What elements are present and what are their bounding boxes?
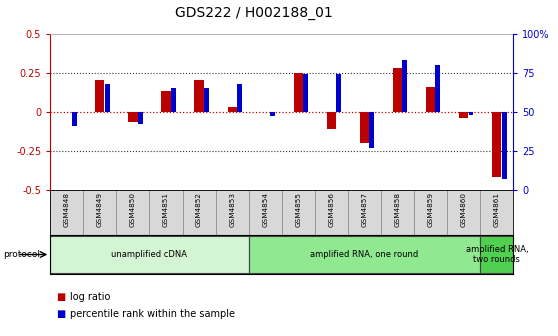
Text: GSM4861: GSM4861 bbox=[494, 192, 500, 227]
Bar bbox=[71, 112, 76, 126]
Bar bbox=[249, 190, 282, 235]
Bar bbox=[369, 112, 374, 148]
Bar bbox=[393, 68, 402, 112]
Bar bbox=[50, 236, 249, 273]
Text: protocol: protocol bbox=[3, 250, 40, 259]
Bar bbox=[138, 112, 143, 124]
Bar bbox=[381, 190, 414, 235]
Bar bbox=[161, 91, 171, 112]
Bar bbox=[402, 60, 407, 112]
Bar bbox=[459, 112, 468, 118]
Text: amplified RNA, one round: amplified RNA, one round bbox=[310, 250, 418, 259]
Text: percentile rank within the sample: percentile rank within the sample bbox=[70, 309, 235, 319]
Text: GDS222 / H002188_01: GDS222 / H002188_01 bbox=[175, 6, 333, 20]
Bar bbox=[435, 65, 440, 112]
Bar bbox=[105, 84, 109, 112]
Bar bbox=[502, 112, 507, 179]
Bar bbox=[270, 112, 275, 116]
Bar bbox=[414, 190, 447, 235]
Text: GSM4858: GSM4858 bbox=[395, 192, 401, 227]
Bar bbox=[447, 190, 480, 235]
Bar bbox=[171, 88, 176, 112]
Text: GSM4859: GSM4859 bbox=[427, 192, 434, 227]
Bar bbox=[128, 112, 138, 122]
Bar bbox=[50, 190, 83, 235]
Bar bbox=[315, 190, 348, 235]
Bar bbox=[204, 88, 209, 112]
Bar bbox=[303, 74, 308, 112]
Text: GSM4851: GSM4851 bbox=[163, 192, 169, 227]
Bar bbox=[336, 74, 341, 112]
Bar bbox=[426, 87, 435, 112]
Bar bbox=[469, 112, 474, 115]
Bar bbox=[360, 112, 369, 143]
Bar bbox=[294, 73, 303, 112]
Text: GSM4850: GSM4850 bbox=[130, 192, 136, 227]
Bar bbox=[237, 84, 242, 112]
Bar bbox=[150, 190, 182, 235]
Text: unamplified cDNA: unamplified cDNA bbox=[112, 250, 187, 259]
Bar bbox=[492, 112, 502, 177]
Text: GSM4855: GSM4855 bbox=[295, 192, 301, 227]
Bar bbox=[348, 190, 381, 235]
Bar bbox=[480, 190, 513, 235]
Text: GSM4854: GSM4854 bbox=[262, 192, 268, 227]
Bar bbox=[327, 112, 336, 129]
Text: GSM4849: GSM4849 bbox=[97, 192, 103, 227]
Text: GSM4848: GSM4848 bbox=[64, 192, 70, 227]
Text: amplified RNA,
two rounds: amplified RNA, two rounds bbox=[465, 245, 528, 264]
Text: ■: ■ bbox=[56, 309, 65, 319]
Bar bbox=[182, 190, 215, 235]
Bar bbox=[282, 190, 315, 235]
Bar bbox=[249, 236, 480, 273]
Text: GSM4853: GSM4853 bbox=[229, 192, 235, 227]
Text: GSM4856: GSM4856 bbox=[329, 192, 334, 227]
Text: ■: ■ bbox=[56, 292, 65, 302]
Bar bbox=[215, 190, 249, 235]
Bar bbox=[194, 80, 204, 112]
Text: GSM4852: GSM4852 bbox=[196, 192, 202, 227]
Bar bbox=[228, 107, 237, 112]
Bar bbox=[480, 236, 513, 273]
Text: GSM4857: GSM4857 bbox=[362, 192, 368, 227]
Bar bbox=[117, 190, 150, 235]
Text: GSM4860: GSM4860 bbox=[461, 192, 466, 227]
Text: log ratio: log ratio bbox=[70, 292, 110, 302]
Bar bbox=[95, 80, 104, 112]
Bar bbox=[83, 190, 117, 235]
